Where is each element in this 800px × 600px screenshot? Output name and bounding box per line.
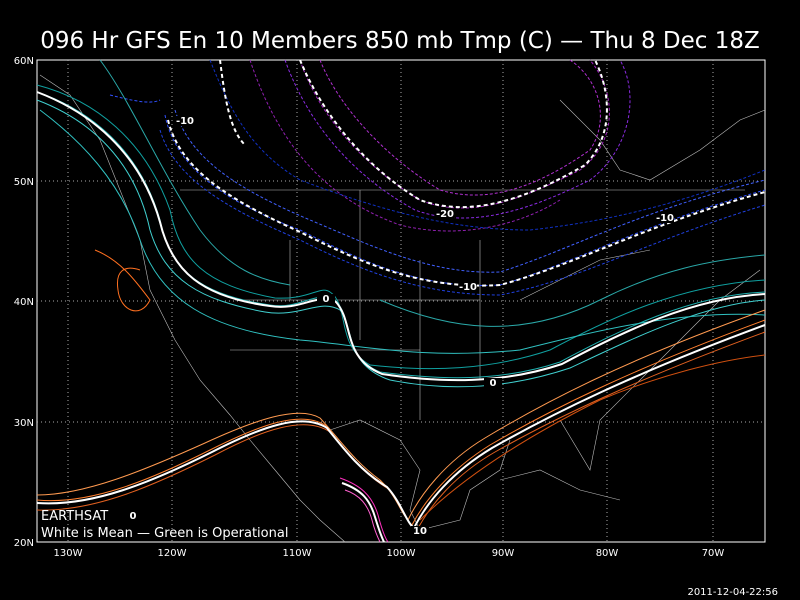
contour-label: 0 (323, 294, 330, 305)
member-contour (339, 477, 389, 543)
lon-label: 80W (596, 548, 619, 559)
contour-labels: -10 -20 -10 -10 0 0 0 10 (124, 116, 674, 537)
zero-members (36, 59, 766, 388)
member-contour (164, 114, 766, 287)
mean-contour (36, 324, 766, 530)
minus10-members (109, 59, 766, 296)
label-bg (484, 378, 502, 388)
lat-label: 50N (14, 177, 34, 188)
coastline (39, 74, 346, 543)
lon-label: 110W (283, 548, 312, 559)
lat-label: 20N (14, 538, 34, 549)
member-contour (284, 59, 631, 219)
member-contour (36, 309, 766, 521)
timestamp: 2011-12-04-22:56 (687, 587, 778, 598)
contour-label: 0 (490, 378, 497, 389)
lon-label: 90W (492, 548, 515, 559)
contour-label: -20 (436, 209, 454, 220)
label-bg (459, 282, 477, 292)
contour-label: 10 (413, 526, 427, 537)
ten-members (36, 249, 766, 533)
member-contour (159, 129, 766, 296)
lat-label: 40N (14, 297, 34, 308)
borders (39, 74, 766, 543)
map-title: 096 Hr GFS En 10 Members 850 mb Tmp (C) … (40, 28, 760, 54)
canada-coast (559, 99, 766, 181)
member-contour (94, 249, 151, 312)
lon-label: 100W (387, 548, 416, 559)
member-contour (109, 94, 161, 103)
minus20-members (249, 59, 631, 232)
credit: EARTHSAT (41, 509, 108, 524)
label-bg (411, 526, 429, 536)
member-contour (99, 59, 766, 327)
member-contour (39, 109, 766, 354)
contour-label: -10 (459, 282, 477, 293)
mean-contour (167, 119, 766, 287)
mean-contour (36, 91, 766, 382)
member-contour (299, 59, 610, 209)
label-bg (436, 209, 454, 219)
contour-label: -10 (656, 213, 674, 224)
mean-contour (219, 59, 246, 146)
lat-label: 60N (14, 56, 34, 67)
contour-label: -10 (176, 116, 194, 127)
contour-label: 0 (130, 511, 137, 522)
state-lines (180, 189, 761, 471)
twenty-members (339, 477, 389, 543)
lat-label: 30N (14, 418, 34, 429)
label-bg (656, 213, 674, 223)
member-contour (174, 109, 766, 273)
legend: White is Mean — Green is Operational (41, 526, 288, 541)
member-contour (344, 489, 381, 543)
label-bg (124, 511, 142, 521)
label-bg (176, 116, 194, 126)
label-bg (317, 294, 335, 304)
lon-label: 120W (158, 548, 187, 559)
member-contour (209, 59, 766, 231)
member-contour (319, 59, 601, 196)
member-contour (419, 354, 766, 521)
mean-contour (341, 482, 385, 543)
lon-label: 70W (702, 548, 725, 559)
lon-label: 130W (54, 548, 83, 559)
mean-contour (299, 59, 608, 209)
member-contour (249, 59, 561, 232)
